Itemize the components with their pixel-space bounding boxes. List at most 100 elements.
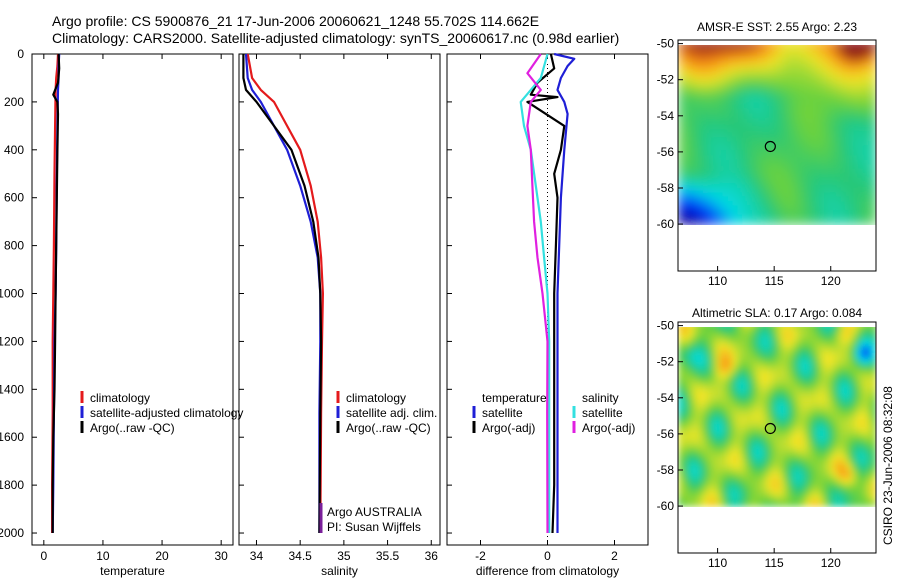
heatmap-cell — [727, 104, 734, 110]
heatmap-cell — [747, 483, 753, 489]
heatmap-cell — [707, 437, 714, 443]
heatmap-cell — [767, 109, 773, 115]
heatmap-cell — [678, 437, 684, 443]
heatmap-cell — [856, 345, 862, 351]
heatmap-cell — [712, 409, 719, 415]
heatmap-cell — [826, 187, 833, 193]
heatmap-cell — [742, 460, 748, 466]
heatmap-cell — [777, 331, 783, 337]
heatmap-cell — [781, 345, 788, 351]
heatmap-cell — [777, 492, 783, 498]
heatmap-cell — [722, 90, 729, 96]
heatmap-cell — [767, 182, 773, 188]
heatmap-cell — [692, 335, 699, 342]
heatmap-cell — [712, 331, 719, 337]
heatmap-cell — [762, 483, 768, 489]
heatmap-cell — [816, 67, 823, 73]
heatmap-cell — [816, 450, 823, 457]
heatmap-cell — [757, 81, 763, 87]
heatmap-cell — [816, 136, 823, 142]
heatmap-cell — [757, 90, 763, 96]
heatmap-cell — [732, 201, 738, 207]
heatmap-cell — [841, 331, 847, 337]
heatmap-cell — [851, 455, 857, 461]
heatmap-cell — [702, 141, 709, 147]
heatmap-cell — [762, 372, 768, 378]
heatmap-cell — [816, 86, 823, 92]
heatmap-cell — [747, 58, 753, 64]
heatmap-cell — [682, 409, 689, 415]
heatmap-cell — [781, 427, 788, 434]
heatmap-cell — [831, 450, 837, 457]
heatmap-cell — [871, 492, 876, 498]
heatmap-cell — [682, 473, 689, 480]
heatmap-cell — [806, 90, 813, 96]
heatmap-cell — [831, 464, 837, 470]
heatmap-cell — [767, 496, 773, 503]
heatmap-cell — [697, 437, 704, 443]
heatmap-cell — [702, 168, 709, 175]
heatmap-cell — [816, 455, 823, 461]
heatmap-cell — [767, 381, 773, 388]
heatmap-cell — [727, 145, 734, 152]
y-tick-label: -50 — [657, 319, 675, 333]
heatmap-cell — [851, 63, 857, 69]
heatmap-cell — [851, 86, 857, 92]
heatmap-cell — [702, 127, 709, 133]
heatmap-cell — [821, 187, 828, 193]
heatmap-cell — [851, 386, 857, 392]
heatmap-cell — [752, 432, 758, 438]
heatmap-cell — [816, 173, 823, 179]
heatmap-cell — [801, 95, 808, 101]
heatmap-cell — [856, 53, 862, 60]
heatmap-cell — [747, 95, 753, 101]
heatmap-cell — [737, 90, 743, 96]
heatmap-cell — [707, 109, 714, 115]
heatmap-cell — [866, 478, 872, 484]
heatmap-cell — [861, 214, 867, 221]
heatmap-cell — [781, 67, 788, 73]
heatmap-cell — [702, 104, 709, 110]
heatmap-cell — [791, 136, 798, 142]
heatmap-cell — [836, 150, 842, 156]
heatmap-cell — [821, 63, 828, 69]
heatmap-cell — [697, 349, 704, 355]
heatmap-cell — [767, 45, 773, 46]
heatmap-cell — [717, 168, 724, 175]
heatmap-cell — [697, 368, 704, 374]
heatmap-cell — [781, 49, 788, 55]
heatmap-cell — [717, 327, 724, 332]
heatmap-cell — [777, 58, 783, 64]
heatmap-cell — [762, 99, 768, 106]
heatmap-cell — [697, 473, 704, 480]
heatmap-cell — [796, 168, 803, 175]
heatmap-cell — [737, 418, 743, 424]
heatmap-cell — [801, 391, 808, 397]
heatmap-cell — [762, 473, 768, 480]
heatmap-cell — [702, 478, 709, 484]
x-tick-label: 0 — [40, 549, 47, 563]
heatmap-cell — [821, 86, 828, 92]
heatmap-cell — [707, 331, 714, 337]
heatmap-cell — [831, 363, 837, 369]
heatmap-cell — [821, 118, 828, 124]
heatmap-cell — [796, 63, 803, 69]
heatmap-cell — [757, 76, 763, 83]
heatmap-cell — [777, 441, 783, 447]
heatmap-cell — [772, 409, 778, 415]
heatmap-cell — [762, 155, 768, 161]
heatmap-cell — [747, 155, 753, 161]
heatmap-cell — [732, 210, 738, 216]
heatmap-cell — [717, 473, 724, 480]
heatmap-cell — [767, 81, 773, 87]
heatmap-cell — [816, 214, 823, 221]
heatmap-cell — [791, 191, 798, 198]
heatmap-cell — [702, 391, 709, 397]
heatmap-cell — [752, 214, 758, 221]
heatmap-cell — [871, 53, 876, 60]
heatmap-cell — [732, 178, 738, 184]
heatmap-cell — [806, 487, 813, 493]
heatmap-cell — [786, 45, 793, 50]
heatmap-cell — [712, 182, 719, 188]
